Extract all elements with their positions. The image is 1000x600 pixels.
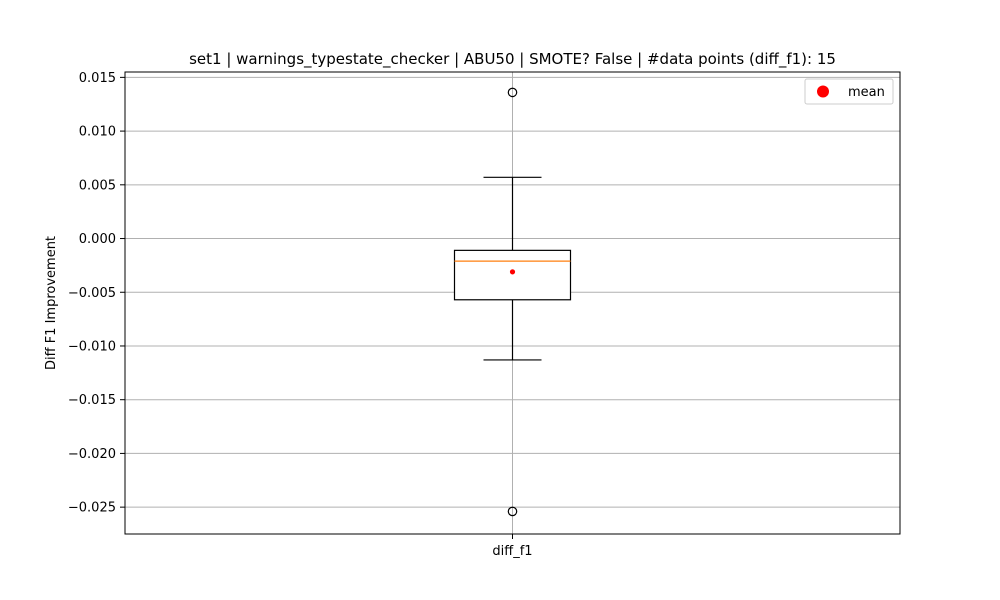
axes: 0.015 0.010 0.005 0.000 −0.005 −0.010 −0.015 −0… xyxy=(68,71,533,559)
legend: mean xyxy=(804,78,894,105)
iqr-box xyxy=(453,249,572,301)
outlier-point xyxy=(507,506,518,517)
x-tick-label: diff_f1 xyxy=(492,544,532,559)
mean-marker xyxy=(509,269,516,275)
y-tick-label: −0.015 xyxy=(68,393,116,408)
y-tick-label: 0.000 xyxy=(79,232,116,247)
y-tick-label: 0.010 xyxy=(79,125,116,140)
chart-title: set1 | warnings_typestate_checker | ABU5… xyxy=(189,50,836,69)
legend-mean-marker xyxy=(817,85,829,98)
y-tick-label: −0.020 xyxy=(68,447,116,462)
plot-elements xyxy=(453,87,572,517)
outlier-point xyxy=(507,87,518,98)
y-axis-label: Diff F1 Improvement xyxy=(44,236,59,370)
y-tick-label: −0.010 xyxy=(68,339,116,354)
legend-mean-label: mean xyxy=(848,85,885,100)
y-tick-label: −0.005 xyxy=(68,286,116,301)
y-tick-label: 0.015 xyxy=(79,71,116,86)
y-tick-label: 0.005 xyxy=(79,178,116,193)
legend-frame xyxy=(804,78,894,105)
y-tick-label: −0.025 xyxy=(68,501,116,516)
